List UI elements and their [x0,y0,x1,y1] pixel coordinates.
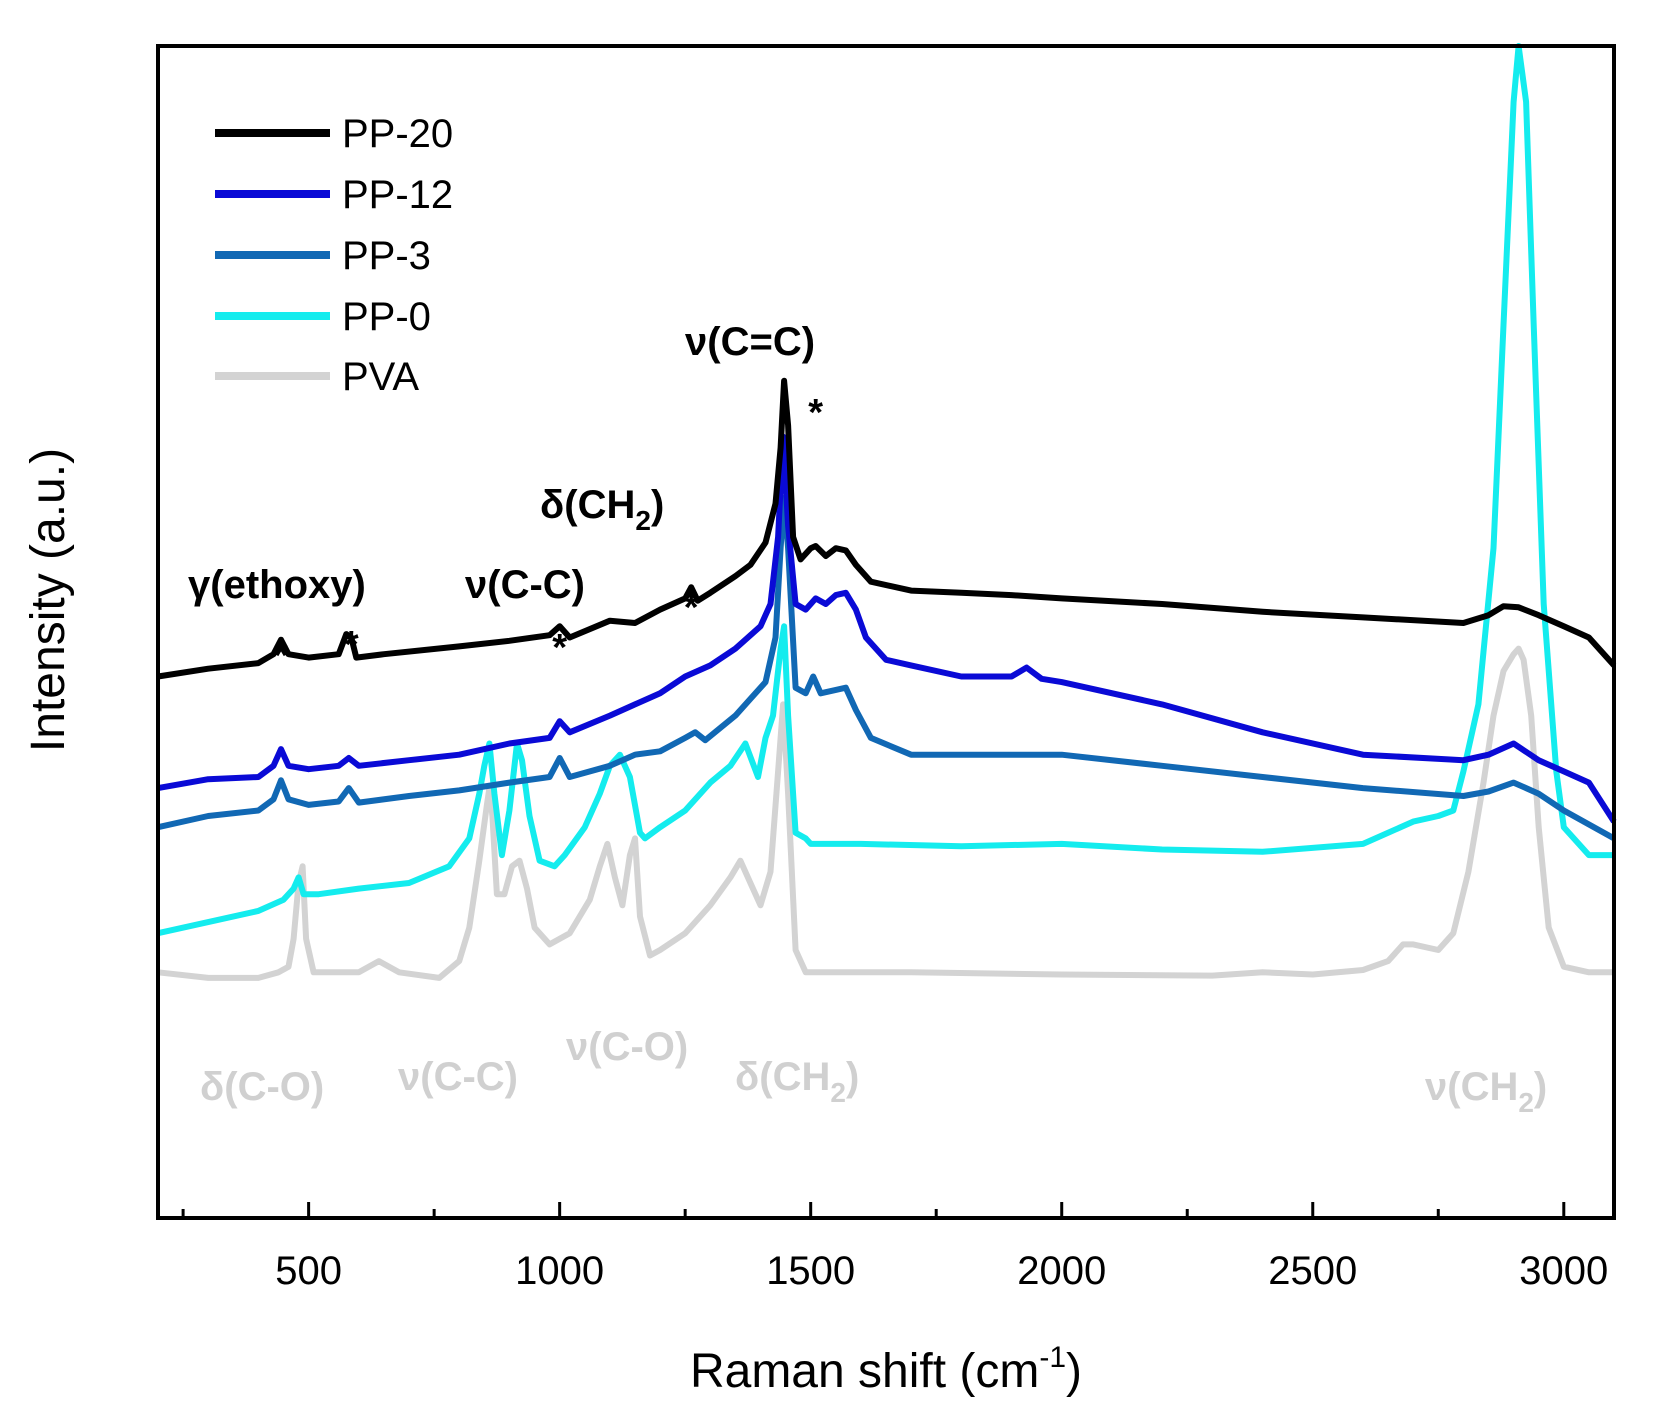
annotation-nu-ch2-main: ν(CH [1425,1065,1518,1109]
annotation-delta-ch2: δ(CH2) [540,483,664,536]
legend-label-pva: PVA [342,355,419,399]
annotation-nu-ch2-close: ) [1534,1065,1547,1109]
annotation-delta-ch2-sub: 2 [635,505,651,536]
legend-label-pp-0: PP-0 [342,295,431,339]
annotation-nu-c-eq-c: ν(C=C) [685,320,815,364]
annotation-nu-c-c-pva: ν(C-C) [398,1055,518,1099]
plot-frame [156,44,1616,1220]
x-axis-title-close: ) [1066,1345,1082,1398]
annotation-delta-ch2-pva-main: δ(CH [735,1055,830,1099]
x-tick-labels: 500 1000 1500 2000 2500 3000 [275,1249,1608,1293]
series-line-pva [157,645,1614,981]
series-line-pp-20 [157,377,1617,680]
annotation-gamma-ethoxy: γ(ethoxy) [188,563,366,607]
annotation-delta-ch2-close: ) [651,483,664,527]
x-axis-title-main: Raman shift (cm [690,1345,1039,1398]
series-line-pp-0 [157,43,1614,937]
annotation-delta-ch2-pva: δ(CH2) [735,1055,859,1108]
annotation-nu-ch2: ν(CH2) [1425,1065,1547,1118]
annotations-black: γ(ethoxy) ν(C-C) δ(CH2) ν(C=C) [188,320,815,607]
x-tick-label-1500: 1500 [766,1249,855,1293]
series-layer [157,43,1617,981]
x-tick-label-1000: 1000 [515,1249,604,1293]
annotation-delta-ch2-pva-sub: 2 [830,1077,846,1108]
peak-marker-1262: * [684,587,699,629]
x-axis-title: Raman shift (cm-1) [690,1341,1082,1398]
annotation-delta-c-o: δ(C-O) [200,1065,324,1109]
legend-label-pp-20: PP-20 [342,112,453,156]
x-tick-label-2500: 2500 [1268,1249,1357,1293]
annotation-delta-ch2-pva-close: ) [846,1055,859,1099]
peak-marker-445: * [274,635,289,677]
annotation-delta-ch2-main: δ(CH [540,483,635,527]
y-axis-title: Intensity (a.u.) [22,448,75,752]
x-ticks [181,1202,1566,1218]
x-tick-label-2000: 2000 [1017,1249,1106,1293]
annotation-nu-c-o: ν(C-O) [566,1025,688,1069]
x-tick-label-3000: 3000 [1519,1249,1608,1293]
legend: PP-20 PP-12 PP-3 PP-0 PVA [215,112,453,399]
annotation-nu-ch2-sub: 2 [1518,1087,1534,1118]
peak-marker-1510: * [808,392,823,434]
series-line-pp-3 [157,495,1616,842]
annotations-grey: δ(C-O) ν(C-C) ν(C-O) δ(CH2) ν(CH2) [200,1025,1547,1118]
legend-label-pp-12: PP-12 [342,173,453,217]
annotation-nu-c-c: ν(C-C) [465,563,585,607]
peak-marker-585: * [344,624,359,666]
peak-marker-1000: * [552,627,567,669]
legend-label-pp-3: PP-3 [342,234,431,278]
series-line-pp-12 [157,433,1617,824]
peak-markers: * * * * * [274,392,824,677]
x-tick-label-500: 500 [275,1249,342,1293]
x-axis-title-sup: -1 [1039,1341,1066,1374]
